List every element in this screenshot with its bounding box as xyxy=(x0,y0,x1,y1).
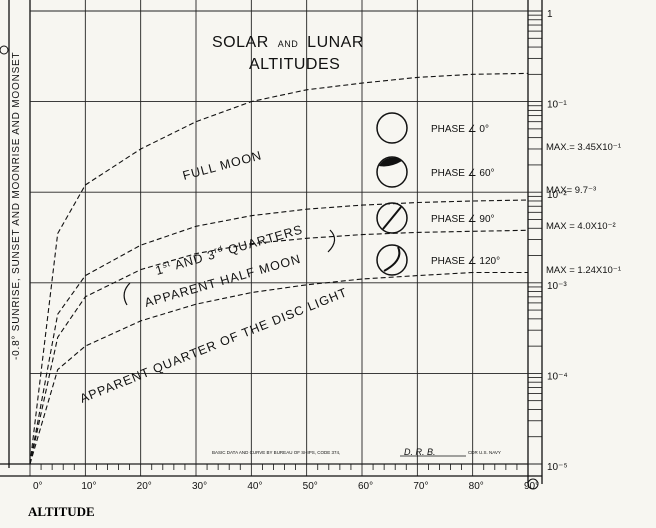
phase-label: PHASE ∠ 90° xyxy=(431,214,495,225)
y-axis-ticks: 1 10⁻¹ 10⁻² 10⁻³ 10⁻⁴ 10⁻⁵ xyxy=(547,9,568,473)
footnote: BASIC DATA AND CURVE BY BUREAU OF SHIPS,… xyxy=(212,450,340,455)
phase-terminator xyxy=(383,246,401,272)
series-curve xyxy=(29,199,529,465)
phase-moon-disc xyxy=(376,244,408,276)
x-tick-label: 60° xyxy=(358,481,373,492)
x-tick-label: 90° xyxy=(524,481,539,492)
phase-moon-disc xyxy=(376,112,408,144)
x-tick-label: 40° xyxy=(247,481,262,492)
series-max-label: MAX = 1.24X10⁻¹ xyxy=(546,265,621,276)
signature: D. R. B. xyxy=(404,447,436,457)
axis-origin-circle xyxy=(527,478,539,490)
y-tick-label: 10⁻¹ xyxy=(547,100,567,111)
x-tick-label: 50° xyxy=(303,481,318,492)
phase-moon-disc xyxy=(376,156,408,188)
y-tick-label: 1 xyxy=(547,9,553,20)
series-max-label: MAX = 4.0X10⁻² xyxy=(546,221,616,232)
phase-moon-disc xyxy=(376,202,408,234)
x-tick-label: 0° xyxy=(33,481,43,492)
y-tick-label: 10⁻⁵ xyxy=(547,462,568,473)
x-tick-label: 20° xyxy=(137,481,152,492)
series-curve xyxy=(29,271,528,465)
bracket-right xyxy=(327,229,336,253)
y-tick-label: 10⁻³ xyxy=(547,281,567,292)
phase-terminator xyxy=(382,206,402,230)
series-curve xyxy=(29,72,529,465)
x-axis-ticks: 0° 10° 20° 30° 40° 50° 60° 70° 80° 90° xyxy=(33,481,539,492)
series-max-label: MAX= 9.7⁻³ xyxy=(546,185,596,196)
x-axis-label: ALTITUDE xyxy=(28,504,95,519)
axis-marker-circle xyxy=(0,45,9,55)
bracket-left xyxy=(123,282,131,306)
chart-title-line1: SOLAR AND LUNAR xyxy=(212,34,364,51)
y-axis-label: -0.8° SUNRISE, SUNSET AND MOONRISE AND M… xyxy=(11,52,22,360)
x-tick-label: 70° xyxy=(413,481,428,492)
x-tick-label: 30° xyxy=(192,481,207,492)
series-max-label: MAX.= 3.45X10⁻¹ xyxy=(546,142,621,153)
phase-shade xyxy=(379,157,402,167)
series-curve xyxy=(29,229,529,465)
curves: MAX.= 3.45X10⁻¹ MAX= 9.7⁻³ MAX = 4.0X10⁻² M… xyxy=(29,72,621,465)
x-tick-label: 80° xyxy=(469,481,484,492)
phase-label: PHASE ∠ 60° xyxy=(431,168,495,179)
phase-diagram: PHASE ∠ 0° PHASE ∠ 60° PHASE ∠ 90° PHASE ∠ … xyxy=(376,112,500,276)
chart-title-line2: ALTITUDES xyxy=(249,56,340,73)
phase-label: PHASE ∠ 120° xyxy=(431,256,500,267)
curve-label-disc-light: APPARENT QUARTER OF THE DISC LIGHT xyxy=(78,285,350,406)
phase-label: PHASE ∠ 0° xyxy=(431,124,489,135)
footnote-end: CDR U.S. NAVY xyxy=(468,450,501,455)
x-tick-label: 10° xyxy=(81,481,96,492)
y-tick-label: 10⁻² xyxy=(547,190,567,201)
y-tick-label: 10⁻⁴ xyxy=(547,371,568,382)
